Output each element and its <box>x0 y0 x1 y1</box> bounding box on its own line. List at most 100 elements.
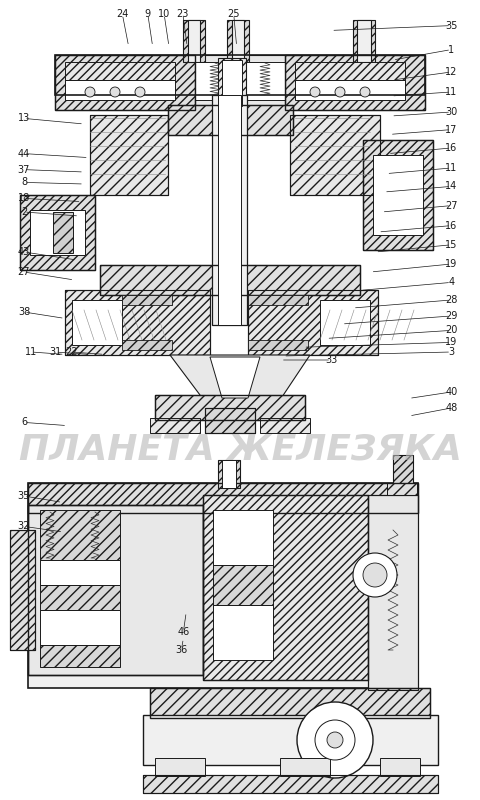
Text: 10: 10 <box>158 10 170 19</box>
Bar <box>368 495 418 690</box>
Text: 15: 15 <box>445 240 457 250</box>
Circle shape <box>327 732 343 748</box>
Bar <box>280 758 330 776</box>
Bar <box>40 560 120 585</box>
Bar <box>20 195 95 270</box>
Text: 27: 27 <box>445 201 457 210</box>
Bar <box>222 460 236 488</box>
Bar <box>290 115 380 195</box>
Bar <box>65 290 210 355</box>
Bar <box>295 80 405 100</box>
Text: 17: 17 <box>445 125 457 134</box>
Bar <box>28 483 418 513</box>
Bar <box>53 212 73 253</box>
Bar <box>195 55 285 110</box>
Text: 23: 23 <box>177 10 189 19</box>
Bar <box>155 758 205 776</box>
Bar <box>72 300 122 345</box>
Bar <box>218 95 241 325</box>
Bar <box>373 155 423 235</box>
Bar <box>55 55 195 110</box>
Bar <box>248 295 308 305</box>
Text: ПЛАНЕТА ЖЕЛЕЗЯКА: ПЛАНЕТА ЖЕЛЕЗЯКА <box>19 433 461 467</box>
Bar <box>50 20 430 440</box>
Bar <box>380 758 420 776</box>
Text: 25: 25 <box>228 10 240 19</box>
Bar <box>260 418 310 433</box>
Bar <box>55 55 425 95</box>
Bar <box>387 483 417 495</box>
Bar <box>213 565 273 605</box>
Text: 29: 29 <box>445 311 457 321</box>
Bar <box>150 688 430 718</box>
Text: 16: 16 <box>445 143 457 153</box>
Circle shape <box>363 563 387 587</box>
Text: 2: 2 <box>21 207 27 217</box>
Text: 6: 6 <box>21 418 27 427</box>
Bar <box>285 55 425 110</box>
Text: 20: 20 <box>445 326 457 335</box>
Bar <box>245 62 285 100</box>
Bar <box>183 20 205 62</box>
Bar <box>143 775 438 793</box>
Circle shape <box>297 702 373 778</box>
Bar <box>28 483 418 688</box>
Text: 37: 37 <box>18 165 30 174</box>
Bar <box>320 300 370 345</box>
Bar <box>10 530 35 650</box>
Bar <box>168 105 293 135</box>
Bar <box>218 58 246 108</box>
Text: 40: 40 <box>445 387 457 397</box>
Bar <box>227 20 249 62</box>
Bar <box>363 140 433 250</box>
Text: 13: 13 <box>18 114 30 123</box>
Text: 8: 8 <box>21 178 27 187</box>
Bar <box>188 20 200 62</box>
Bar <box>28 505 203 675</box>
Text: 16: 16 <box>445 221 457 230</box>
Circle shape <box>315 720 355 760</box>
Bar <box>212 95 247 325</box>
Bar <box>90 115 168 195</box>
Circle shape <box>335 87 345 97</box>
Bar <box>150 418 200 433</box>
Bar <box>28 483 418 513</box>
Bar <box>205 408 255 433</box>
Bar <box>155 395 305 420</box>
Bar <box>65 62 175 80</box>
Text: 22: 22 <box>65 347 77 357</box>
Bar <box>393 455 413 487</box>
Text: 1: 1 <box>448 45 454 54</box>
Bar <box>10 530 35 650</box>
Text: 36: 36 <box>175 645 188 654</box>
Bar <box>65 80 175 100</box>
Bar <box>248 340 308 350</box>
Bar <box>20 195 95 270</box>
Circle shape <box>310 87 320 97</box>
Text: 30: 30 <box>445 107 457 117</box>
Bar <box>143 775 438 793</box>
Text: 11: 11 <box>25 347 37 357</box>
Bar <box>213 510 273 565</box>
Text: 19: 19 <box>445 338 457 347</box>
Circle shape <box>135 87 145 97</box>
Text: 43: 43 <box>18 247 30 257</box>
Bar <box>40 585 120 610</box>
Bar <box>40 610 120 645</box>
Text: 28: 28 <box>445 295 457 305</box>
Circle shape <box>360 87 370 97</box>
Circle shape <box>353 553 397 597</box>
Bar <box>150 688 430 718</box>
Text: 38: 38 <box>18 307 30 317</box>
Bar <box>285 55 425 110</box>
Bar <box>155 395 305 420</box>
Bar <box>248 290 378 355</box>
Circle shape <box>85 87 95 97</box>
Bar <box>213 605 273 660</box>
Text: 31: 31 <box>49 347 61 357</box>
Bar <box>40 645 120 667</box>
Text: 9: 9 <box>145 10 151 19</box>
Text: 33: 33 <box>325 355 337 365</box>
Bar <box>218 460 240 488</box>
Bar <box>122 340 172 350</box>
